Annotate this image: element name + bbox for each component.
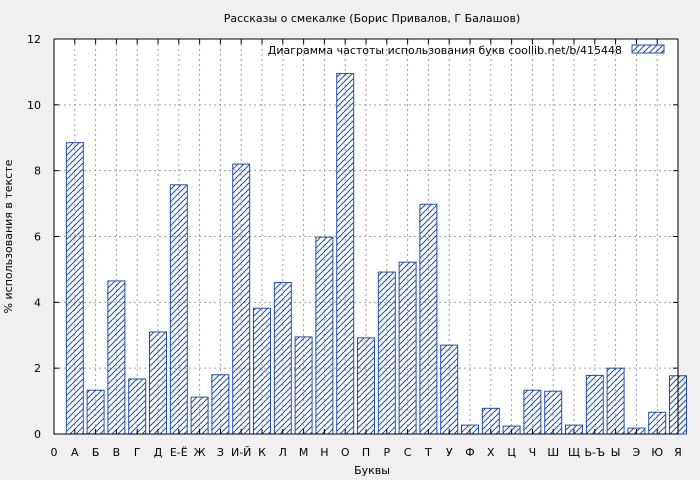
bar-О (336, 73, 355, 435)
x-tick-label: Щ (568, 446, 580, 459)
y-tick-label: 10 (27, 99, 41, 112)
x-tick-label: Я (674, 446, 682, 459)
x-tick-label: И-Й (231, 446, 251, 459)
x-tick-label: З (217, 446, 224, 459)
y-tick-label: 6 (34, 231, 41, 244)
x-tick-label: Ы (611, 446, 621, 459)
x-tick-label: Г (134, 446, 141, 459)
bar-Б (86, 389, 105, 435)
x-tick-label: Б (92, 446, 100, 459)
y-tick-label: 0 (34, 428, 41, 441)
legend-swatch (631, 44, 665, 54)
x-tick-label: Ж (194, 446, 206, 459)
x-tick-label: Ф (465, 446, 474, 459)
bar-С (398, 261, 417, 435)
bar-Ш (544, 390, 563, 435)
chart-title: Рассказы о смекалке (Борис Привалов, Г Б… (224, 12, 521, 25)
bar-В (107, 280, 126, 435)
bar-У (440, 344, 459, 435)
bar-А (65, 142, 84, 435)
bar-М (294, 336, 313, 435)
x-tick-label: Ь-Ъ (584, 446, 605, 459)
x-tick-label: А (71, 446, 79, 459)
bar-Е-Ё (169, 184, 188, 435)
x-tick-label: К (258, 446, 266, 459)
x-tick-label: С (404, 446, 412, 459)
bar-Ь-Ъ (585, 374, 604, 435)
x-tick-label: Е-Ё (170, 446, 188, 459)
x-tick-label: О (341, 446, 350, 459)
x-tick-label: Э (633, 446, 641, 459)
bar-Н (315, 236, 334, 435)
x-tick-label: Ч (529, 446, 537, 459)
x-tick-label: Л (279, 446, 287, 459)
x-tick-label: П (362, 446, 370, 459)
bar-Т (419, 203, 438, 435)
y-tick-label: 8 (34, 165, 41, 178)
bar-П (357, 337, 375, 435)
bar-Ж (190, 396, 209, 435)
bar-И-Й (232, 163, 251, 435)
y-tick-label: 2 (34, 362, 41, 375)
bar-Д (149, 331, 167, 435)
x-tick-label: Д (154, 446, 163, 459)
bar-Ч (523, 389, 542, 435)
bar-Л (273, 282, 292, 435)
x-tick-label: М (299, 446, 309, 459)
bar-Р (377, 271, 396, 435)
y-axis-label: % использования в тексте (2, 159, 15, 313)
x-tick-label: 0 (51, 446, 58, 459)
y-tick-label: 12 (27, 33, 41, 46)
bar-Г (128, 378, 147, 435)
x-tick-label: Т (424, 446, 432, 459)
legend-label: Диаграмма частоты использования букв coo… (268, 44, 622, 57)
x-tick-label: Х (487, 446, 495, 459)
x-tick-label: Р (383, 446, 390, 459)
bar-З (211, 374, 230, 435)
x-tick-label: Н (320, 446, 328, 459)
x-tick-label: В (113, 446, 121, 459)
bar-К (253, 307, 271, 435)
x-axis-label: Буквы (354, 464, 390, 477)
x-tick-label: Ц (507, 446, 516, 459)
x-tick-label: Ю (651, 446, 663, 459)
bar-Ы (606, 367, 625, 435)
x-tick-label: Ш (547, 446, 559, 459)
y-tick-label: 4 (34, 296, 41, 309)
x-tick-label: У (446, 446, 453, 459)
